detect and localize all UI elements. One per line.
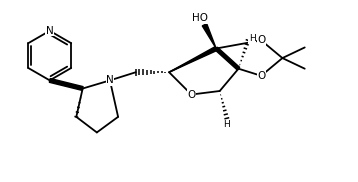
Text: O: O (257, 35, 265, 45)
Text: HO: HO (192, 13, 208, 23)
Text: H: H (249, 34, 256, 43)
Text: H: H (223, 120, 230, 129)
Text: N: N (106, 75, 114, 85)
Text: O: O (187, 90, 195, 100)
Polygon shape (169, 47, 217, 72)
Text: O: O (257, 71, 265, 81)
Polygon shape (49, 78, 83, 90)
Polygon shape (202, 24, 216, 49)
Text: N: N (46, 26, 54, 36)
Polygon shape (215, 47, 240, 70)
